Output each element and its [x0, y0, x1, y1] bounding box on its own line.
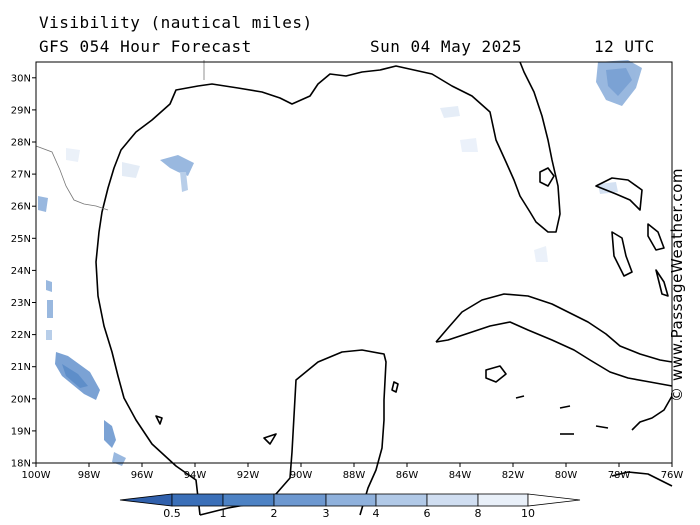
lon-tick-label: 78W [608, 470, 631, 481]
colorbar-label: 1 [220, 507, 227, 520]
colorbar: 0.5 1 2 3 4 6 8 10 [119, 493, 581, 520]
colorbar-bin [171, 493, 224, 507]
colorbar-label: 4 [373, 507, 380, 520]
lat-tick-label: 27N [11, 170, 31, 181]
forecast-label: GFS 054 Hour Forecast [39, 37, 252, 56]
colorbar-label: 2 [271, 507, 278, 520]
site-credit: © www.PassageWeather.com [668, 167, 686, 402]
lon-tick-label: 94W [184, 470, 207, 481]
lon-axis: 100W 98W 96W 94W 92W 90W 88W 86W 84W 82W 80W 78W 76W [22, 463, 684, 481]
colorbar-bin [222, 493, 275, 507]
colorbar-max-arrow [527, 493, 581, 507]
lat-axis: 30N 29N 28N 27N 26N 25N 24N 23N 22N 21N 20N 19N 18N [11, 73, 36, 470]
colorbar-bin [375, 493, 428, 507]
colorbar-bin [426, 493, 479, 507]
lon-tick-label: 82W [502, 470, 525, 481]
colorbar-bin [325, 493, 377, 507]
lon-tick-label: 86W [396, 470, 419, 481]
colorbar-label: 0.5 [163, 507, 181, 520]
lon-tick-label: 100W [22, 470, 51, 481]
lat-tick-label: 29N [11, 105, 31, 116]
forecast-date: Sun 04 May 2025 [370, 37, 522, 56]
lon-tick-label: 84W [449, 470, 472, 481]
lat-tick-label: 26N [11, 202, 31, 213]
lat-tick-label: 24N [11, 266, 31, 277]
lat-tick-label: 28N [11, 138, 31, 149]
colorbar-bin [477, 493, 529, 507]
lon-tick-label: 98W [78, 470, 101, 481]
lat-tick-label: 22N [11, 330, 31, 341]
lat-tick-label: 25N [11, 234, 31, 245]
lat-tick-label: 18N [11, 459, 31, 470]
lon-tick-label: 76W [661, 470, 684, 481]
lon-tick-label: 88W [343, 470, 366, 481]
coastlines [95, 61, 673, 516]
colorbar-label: 8 [475, 507, 482, 520]
lat-tick-label: 23N [11, 298, 31, 309]
forecast-time: 12 UTC [594, 37, 655, 56]
colorbar-bin [273, 493, 327, 507]
lat-tick-label: 30N [11, 73, 31, 84]
variable-title: Visibility (nautical miles) [39, 13, 313, 32]
lon-tick-label: 80W [555, 470, 578, 481]
lat-tick-label: 20N [11, 394, 31, 405]
colorbar-min-arrow [119, 493, 173, 507]
colorbar-label: 10 [521, 507, 535, 520]
lon-tick-label: 90W [290, 470, 313, 481]
lon-tick-label: 96W [131, 470, 154, 481]
colorbar-label: 3 [323, 507, 330, 520]
colorbar-label: 6 [424, 507, 431, 520]
map-frame [35, 61, 673, 464]
lat-tick-label: 19N [11, 426, 31, 437]
lon-tick-label: 92W [237, 470, 260, 481]
borders [35, 60, 205, 211]
lat-tick-label: 21N [11, 362, 31, 373]
